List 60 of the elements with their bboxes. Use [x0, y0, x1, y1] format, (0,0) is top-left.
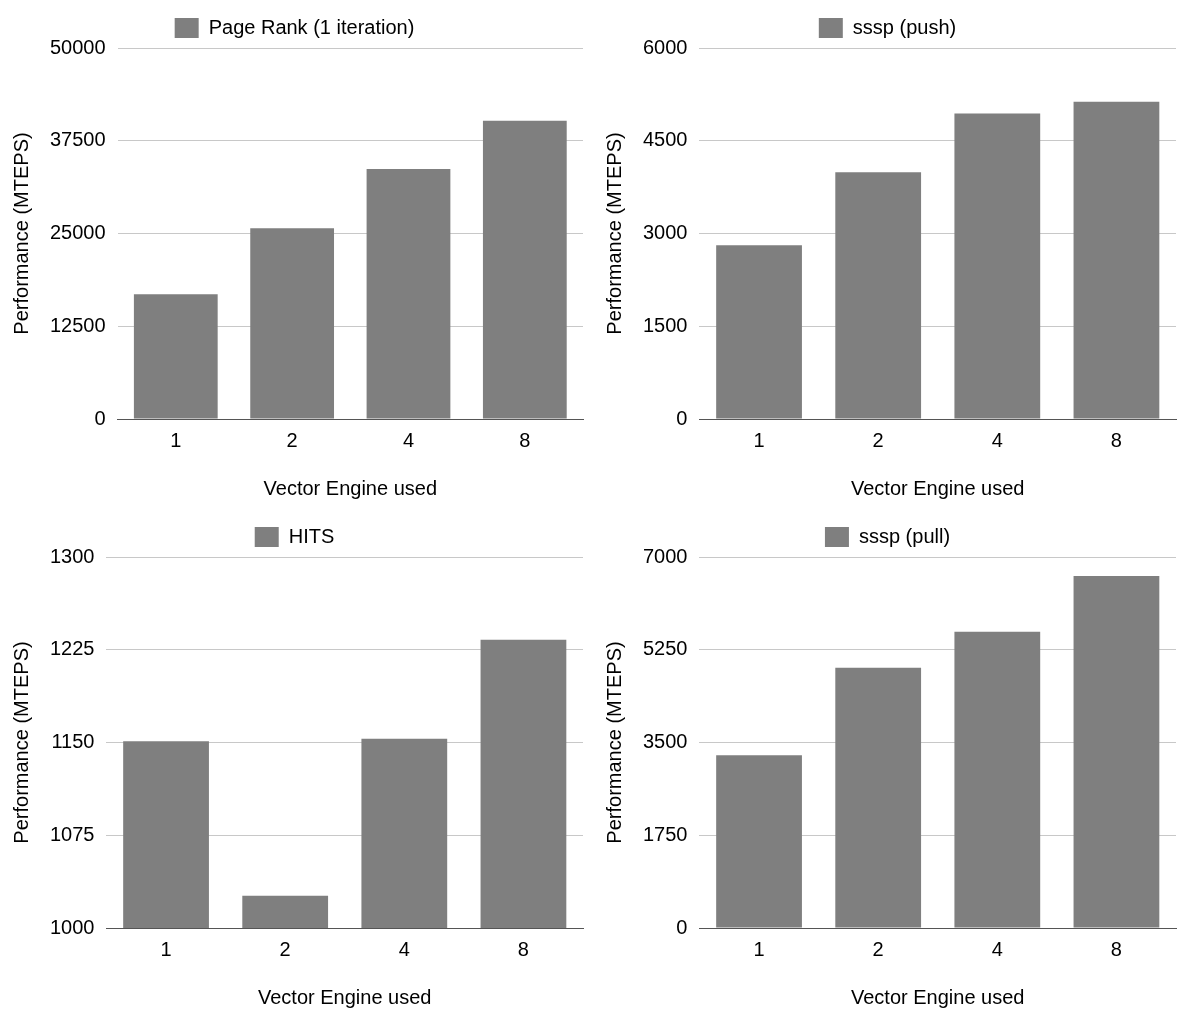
y-tick-label: 50000: [49, 35, 106, 58]
bar: [366, 168, 451, 419]
bar: [954, 113, 1041, 419]
x-tick-label: 1: [160, 937, 172, 960]
x-tick-label: 1: [170, 428, 182, 451]
y-tick-label: 25000: [49, 221, 106, 244]
x-axis-title: Vector Engine used: [258, 985, 432, 1008]
bar: [716, 245, 802, 419]
y-tick-label: 6000: [642, 35, 688, 58]
bar: [716, 755, 802, 928]
bar: [954, 631, 1041, 928]
y-tick-label: 1000: [49, 915, 95, 938]
y-tick-label: 1300: [49, 544, 95, 567]
x-tick-label: 2: [872, 428, 884, 451]
x-tick-label: 2: [286, 428, 298, 451]
legend-label: Page Rank (1 iteration): [208, 15, 415, 38]
x-axis-title: Vector Engine used: [851, 985, 1025, 1008]
x-axis-title: Vector Engine used: [263, 476, 438, 499]
x-axis-title: Vector Engine used: [851, 476, 1025, 499]
y-tick-label: 5250: [642, 637, 688, 660]
bar: [133, 294, 218, 419]
x-tick-label: 1: [753, 428, 765, 451]
y-tick-label: 1150: [51, 730, 95, 753]
y-tick-label: 12500: [49, 313, 106, 336]
y-tick-label: 0: [676, 915, 688, 938]
x-tick-label: 4: [991, 937, 1003, 960]
y-tick-label: 3000: [642, 221, 688, 244]
x-tick-label: 8: [519, 428, 531, 451]
y-tick-label: 0: [94, 406, 106, 429]
y-axis-title: Performance (MTEPS): [9, 132, 32, 335]
bar: [1073, 576, 1160, 928]
bar: [835, 172, 922, 419]
legend-label: HITS: [288, 524, 335, 547]
y-tick-label: 1750: [642, 822, 688, 845]
x-tick-label: 4: [398, 937, 410, 960]
legend-label: sssp (push): [852, 15, 957, 38]
y-axis-title: Performance (MTEPS): [602, 641, 625, 844]
x-tick-label: 2: [279, 937, 291, 960]
y-tick-label: 1075: [49, 822, 95, 845]
y-tick-label: 1500: [642, 313, 688, 336]
legend-label: sssp (pull): [858, 524, 951, 547]
y-axis-title: Performance (MTEPS): [9, 641, 32, 844]
x-tick-label: 8: [1110, 428, 1122, 451]
x-tick-label: 4: [991, 428, 1003, 451]
x-tick-label: 2: [872, 937, 884, 960]
y-tick-label: 3500: [642, 730, 688, 753]
bar: [482, 120, 567, 419]
y-tick-label: 37500: [49, 128, 106, 151]
bar: [1073, 101, 1160, 419]
bar: [250, 228, 335, 419]
y-tick-label: 4500: [642, 128, 688, 151]
y-axis-title: Performance (MTEPS): [602, 132, 625, 335]
x-tick-label: 8: [517, 937, 529, 960]
x-tick-label: 8: [1110, 937, 1122, 960]
y-tick-label: 1225: [49, 637, 95, 660]
x-tick-label: 4: [402, 428, 415, 451]
x-tick-label: 1: [753, 937, 765, 960]
y-tick-label: 0: [676, 406, 688, 429]
y-tick-label: 7000: [642, 544, 688, 567]
bar: [835, 667, 922, 928]
